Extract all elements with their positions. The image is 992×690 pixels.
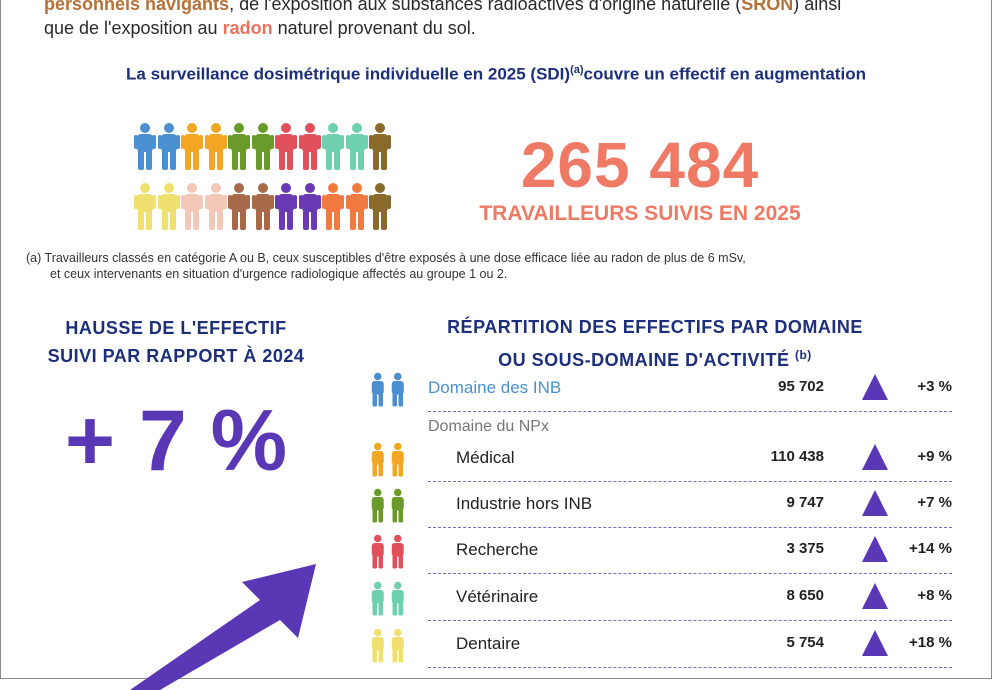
row-divider bbox=[428, 411, 952, 412]
section-title: La surveillance dosimétrique individuell… bbox=[0, 64, 992, 85]
people-pair-icon bbox=[366, 488, 410, 524]
up-arrow-icon bbox=[130, 564, 316, 690]
person-icon bbox=[344, 122, 370, 170]
person-icon bbox=[132, 182, 158, 230]
row-divider bbox=[428, 573, 952, 574]
person-icon bbox=[320, 182, 346, 230]
left-title-line-1: HAUSSE DE L'EFFECTIF bbox=[65, 318, 287, 338]
row-divider bbox=[428, 481, 952, 482]
row-change: +8 % bbox=[917, 587, 952, 604]
headline-label: TRAVAILLEURS SUIVIS EN 2025 bbox=[479, 202, 801, 225]
intro-text-4: naturel provenant du sol. bbox=[272, 18, 476, 38]
headline-number: 265 484 bbox=[520, 129, 760, 201]
section-title-main: La surveillance dosimétrique individuell… bbox=[126, 64, 571, 84]
row-label: Domaine des INB bbox=[428, 378, 562, 397]
row-label: Médical bbox=[456, 448, 515, 467]
person-icon bbox=[250, 122, 276, 170]
row-divider bbox=[428, 667, 952, 668]
left-title-line-2: SUIVI PAR RAPPORT À 2024 bbox=[47, 346, 305, 366]
right-title-sup: (b) bbox=[794, 348, 812, 362]
row-value: 3 375 bbox=[786, 540, 824, 557]
person-icon bbox=[250, 182, 276, 230]
intro-highlight-sron: SRON bbox=[741, 0, 794, 14]
row-change: +7 % bbox=[917, 494, 952, 511]
person-icon bbox=[132, 122, 158, 170]
npx-domain-header: Domaine du NPx bbox=[428, 418, 549, 435]
people-pair-icon bbox=[366, 534, 410, 570]
triangle-up-icon bbox=[862, 444, 888, 470]
intro-text-3: que de l'exposition au bbox=[44, 18, 223, 38]
person-icon bbox=[203, 122, 229, 170]
row-label: Dentaire bbox=[456, 634, 521, 653]
intro-highlight-radon: radon bbox=[222, 18, 273, 38]
row-label: Vétérinaire bbox=[456, 587, 539, 606]
table-row: Médical 110 438 +9 % bbox=[360, 436, 960, 482]
person-icon bbox=[367, 122, 393, 170]
table-row: Industrie hors INB 9 747 +7 % bbox=[360, 482, 960, 528]
person-icon bbox=[320, 122, 346, 170]
person-icon bbox=[226, 182, 252, 230]
person-icon bbox=[203, 182, 229, 230]
table-row: Vétérinaire 8 650 +8 % bbox=[360, 575, 960, 621]
section-title-end: couvre un effectif en augmentation bbox=[583, 64, 866, 84]
row-change: +14 % bbox=[909, 540, 952, 557]
row-label: Industrie hors INB bbox=[456, 494, 593, 513]
row-value: 95 702 bbox=[778, 378, 824, 395]
person-icon bbox=[179, 122, 205, 170]
intro-text: personnels navigants, de l'exposition au… bbox=[44, 0, 964, 40]
row-value: 9 747 bbox=[786, 494, 824, 511]
intro-text-1: , de l'exposition aux substances radioac… bbox=[229, 0, 742, 14]
footnote-line-1: (a) Travailleurs classés en catégorie A … bbox=[26, 251, 746, 265]
row-value: 8 650 bbox=[786, 587, 824, 604]
people-pair-icon bbox=[366, 442, 410, 478]
row-change: +3 % bbox=[917, 378, 952, 395]
row-change: +18 % bbox=[909, 634, 952, 651]
person-icon bbox=[273, 182, 299, 230]
person-icon bbox=[156, 182, 182, 230]
intro-highlight-navigants: personnels navigants bbox=[44, 0, 230, 14]
person-icon bbox=[367, 182, 393, 230]
row-value: 110 438 bbox=[770, 448, 824, 465]
triangle-up-icon bbox=[862, 374, 888, 400]
row-label: Recherche bbox=[456, 540, 539, 559]
people-pair-icon bbox=[366, 581, 410, 617]
right-title-line-2: OU SOUS-DOMAINE D'ACTIVITÉ bbox=[498, 350, 790, 370]
people-pair-icon bbox=[366, 628, 410, 664]
intro-text-2: ) ainsi bbox=[793, 0, 842, 14]
triangle-up-icon bbox=[862, 490, 888, 516]
person-icon bbox=[179, 182, 205, 230]
section-title-sup: (a) bbox=[570, 64, 584, 76]
table-row: Recherche 3 375 +14 % bbox=[360, 528, 960, 574]
row-divider bbox=[428, 527, 952, 528]
person-icon bbox=[156, 122, 182, 170]
table-row: Domaine des INB 95 702 +3 % bbox=[360, 366, 960, 412]
row-divider bbox=[428, 620, 952, 621]
table-row: Dentaire 5 754 +18 % bbox=[360, 622, 960, 668]
left-title: HAUSSE DE L'EFFECTIF SUIVI PAR RAPPORT À… bbox=[26, 314, 326, 370]
footnote-a: (a) Travailleurs classés en catégorie A … bbox=[26, 250, 926, 282]
triangle-up-icon bbox=[862, 583, 888, 609]
people-icons-grid bbox=[132, 122, 394, 230]
right-title: RÉPARTITION DES EFFECTIFS PAR DOMAINE OU… bbox=[400, 313, 910, 374]
person-icon bbox=[297, 182, 323, 230]
triangle-up-icon bbox=[862, 630, 888, 656]
row-change: +9 % bbox=[917, 448, 952, 465]
person-icon bbox=[344, 182, 370, 230]
person-icon bbox=[226, 122, 252, 170]
footnote-line-2: et ceux intervenants en situation d'urge… bbox=[50, 267, 508, 281]
people-pair-icon bbox=[366, 372, 410, 408]
person-icon bbox=[273, 122, 299, 170]
right-title-line-1: RÉPARTITION DES EFFECTIFS PAR DOMAINE bbox=[447, 317, 863, 337]
triangle-up-icon bbox=[862, 536, 888, 562]
row-value: 5 754 bbox=[786, 634, 824, 651]
person-icon bbox=[297, 122, 323, 170]
percent-increase: + 7 % bbox=[64, 393, 288, 489]
